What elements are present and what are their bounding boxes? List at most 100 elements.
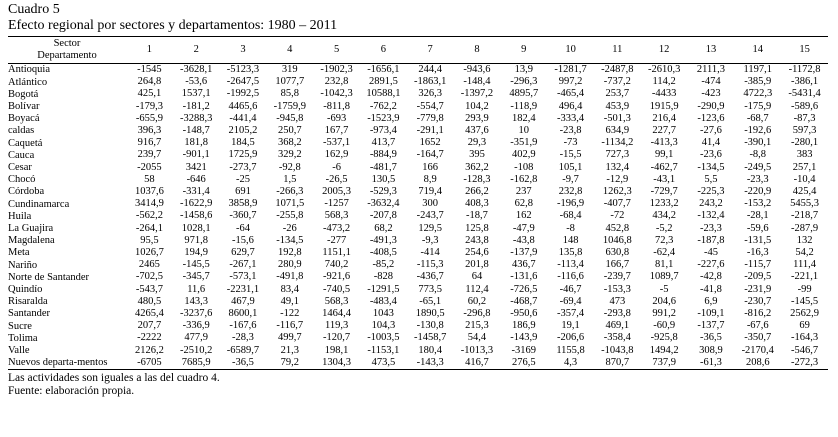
cell: -122 (280, 308, 300, 320)
cell: -23,8 (559, 125, 582, 137)
cell: -143,9 (510, 332, 538, 344)
cell: 95,5 (140, 234, 159, 246)
cell: 467,9 (231, 295, 255, 307)
cell: -546,7 (791, 344, 819, 356)
cell: 1262,3 (602, 186, 632, 198)
cell: -92,8 (278, 161, 301, 173)
row: La Guajira -264,1 1028,1 -64 -26 -473,2 68,2 12… (8, 223, 828, 235)
cell: 469,1 (605, 320, 630, 332)
cell: 4,3 (564, 356, 578, 368)
cell: -646 (186, 173, 206, 185)
cell: -2055 (137, 161, 162, 173)
cell: -357,4 (557, 308, 585, 320)
cell: 182,4 (511, 112, 536, 124)
row: Nuevos departa-mentos -6705 7685,9 -36,5 79,… (8, 357, 828, 370)
cell: -15,5 (559, 149, 582, 161)
cell: 1464,4 (322, 308, 352, 320)
cell: -3628,1 (180, 64, 213, 75)
cell: -280,1 (791, 137, 819, 149)
cell: 5,5 (704, 173, 718, 185)
cell: 991,2 (652, 308, 676, 320)
cell: -46,7 (559, 283, 582, 295)
cell: 162 (515, 210, 532, 222)
cell: 192,8 (277, 247, 302, 259)
corner-top: Sector (53, 38, 81, 49)
cell: 362,2 (465, 161, 489, 173)
cell: -164,3 (791, 332, 819, 344)
cell: 634,9 (605, 125, 630, 137)
cell: -131,5 (744, 234, 772, 246)
cell: -196,9 (557, 198, 585, 210)
cell: -62,4 (653, 247, 676, 259)
cell: -206,6 (557, 332, 585, 344)
cell: -23,3 (700, 222, 722, 234)
cell: -345,7 (182, 271, 210, 283)
row-label: Boyacá (8, 113, 40, 125)
column-header: 14 (752, 43, 764, 55)
cell: -2510,2 (180, 344, 213, 356)
cell: 2891,5 (368, 76, 398, 88)
column-header: 5 (333, 43, 340, 55)
row-label: Cauca (8, 149, 35, 161)
cell: 870,7 (605, 356, 630, 368)
cell: -1458,6 (180, 210, 213, 222)
cell: 125,8 (465, 222, 489, 234)
cell: -231,9 (744, 283, 772, 295)
cell: 184,5 (231, 137, 255, 149)
cell: 1089,7 (649, 271, 679, 283)
cell: 477,9 (184, 332, 208, 344)
row: Nariño 2465 -145,5 -267,1 280,9 740,2 -85,2 -11… (8, 259, 828, 271)
row: Tolima -2222 477,9 -28,3 499,7 -120,7 -1003,5 -… (8, 332, 828, 344)
cell: -360,7 (229, 210, 257, 222)
cell: 243,8 (465, 234, 489, 246)
cell: -120,7 (323, 332, 351, 344)
cell: -408,5 (369, 247, 397, 259)
column-header: 2 (193, 43, 199, 55)
cell: -68,4 (559, 210, 582, 222)
cell: 111,4 (793, 259, 816, 271)
cell: -36,5 (700, 332, 722, 344)
cell: -386,1 (791, 76, 819, 88)
cell: -148,4 (463, 76, 491, 88)
cell: -884,9 (369, 149, 397, 161)
cell: 276,5 (511, 356, 536, 368)
cell: 244,4 (418, 64, 442, 75)
column-header: 8 (474, 43, 480, 55)
cell: 186,9 (511, 320, 536, 332)
cell: -4433 (651, 88, 677, 100)
cell: -1043,8 (601, 344, 634, 356)
cell: -12,9 (606, 173, 629, 185)
cell: -436,7 (416, 271, 444, 283)
cell: -23,6 (700, 149, 722, 161)
column-header: 11 (612, 43, 623, 55)
cell: 1043 (372, 308, 394, 320)
cell: -47,9 (512, 222, 535, 234)
cell: 10 (518, 125, 530, 137)
cell: -474 (701, 76, 721, 88)
cell: 916,7 (137, 137, 162, 149)
cell: 597,3 (792, 125, 817, 137)
cell: -87,3 (793, 112, 816, 124)
cell: 1725,9 (228, 149, 258, 161)
row-label: Bolívar (8, 100, 40, 112)
cell: 319 (281, 64, 298, 75)
cell: -1281,7 (554, 64, 587, 75)
cell: 135,8 (558, 247, 583, 259)
table-body: Antioquia -1545 -3628,1 -5123,3 319 -1902,3 -1… (8, 64, 828, 370)
row-label: Cundinamarca (8, 198, 70, 210)
cell: -816,2 (744, 308, 772, 320)
cell: 496,4 (558, 100, 583, 112)
row-label: Caquetá (8, 137, 43, 149)
cell: -264,1 (135, 222, 163, 234)
cell: 6,9 (704, 295, 718, 307)
cell: -25 (235, 173, 250, 185)
cell: -266,3 (276, 186, 304, 198)
cell: 19,1 (561, 320, 580, 332)
cell: -2170,4 (741, 344, 774, 356)
cell: -296,3 (510, 76, 538, 88)
cell: 1197,1 (743, 64, 773, 75)
cell: -277 (326, 234, 347, 246)
cell: 1071,5 (275, 198, 305, 210)
cell: 254,6 (465, 247, 489, 259)
row: Caquetá 916,7 181,8 184,5 368,2 -537,1 413,7 16… (8, 137, 828, 149)
